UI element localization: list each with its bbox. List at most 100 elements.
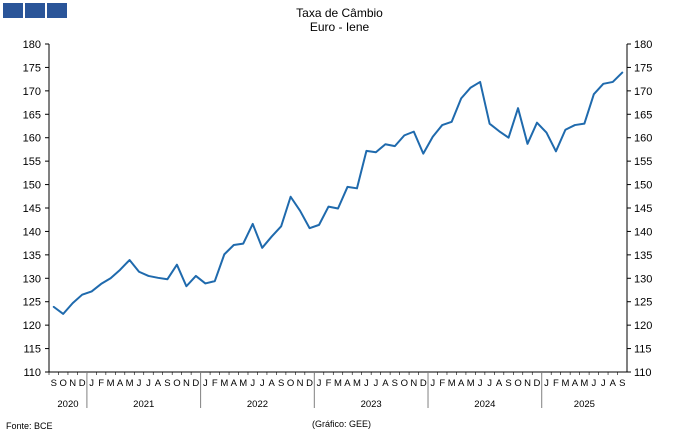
y-tick-label-left: 180 (23, 39, 41, 51)
x-month-label: N (297, 378, 304, 389)
x-month-label: D (192, 378, 199, 389)
x-month-label: O (60, 378, 67, 389)
x-month-label: M (448, 378, 456, 389)
chart-subtitle: Euro - Iene (309, 20, 370, 34)
chart-credit: (Gráfico: GEE) (312, 419, 372, 429)
x-month-label: O (173, 378, 180, 389)
y-tick-label-left: 115 (23, 344, 41, 356)
x-month-label: J (137, 378, 142, 389)
x-month-label: J (89, 378, 94, 389)
logo-block-3 (47, 3, 67, 18)
y-tick-label-right: 120 (634, 320, 652, 332)
y-tick-label-left: 140 (23, 226, 41, 238)
x-month-label: J (601, 378, 606, 389)
x-month-label: M (467, 378, 475, 389)
x-year-label: 2021 (133, 399, 154, 410)
x-month-label: O (287, 378, 294, 389)
x-month-label: S (505, 378, 511, 389)
source-note: Fonte: BCE (6, 421, 53, 431)
y-tick-label-right: 160 (634, 133, 652, 145)
x-month-label: F (98, 378, 104, 389)
x-month-label: N (69, 378, 76, 389)
x-month-label: J (250, 378, 255, 389)
x-month-label: S (278, 378, 284, 389)
x-month-label: N (183, 378, 190, 389)
series-line (52, 71, 624, 315)
y-tick-label-right: 130 (634, 273, 652, 285)
y-tick-label-left: 125 (23, 297, 41, 309)
x-month-label: M (561, 378, 569, 389)
x-month-label: J (478, 378, 483, 389)
x-month-label: F (326, 378, 332, 389)
y-tick-label-right: 155 (634, 156, 652, 168)
x-month-label: A (269, 378, 276, 389)
x-month-label: S (51, 378, 57, 389)
x-month-label: A (155, 378, 162, 389)
x-month-label: M (220, 378, 228, 389)
x-month-label: F (553, 378, 559, 389)
y-tick-label-right: 140 (634, 226, 652, 238)
x-month-label: M (239, 378, 247, 389)
x-month-label: J (364, 378, 369, 389)
x-month-label: A (117, 378, 124, 389)
y-tick-label-left: 160 (23, 133, 41, 145)
x-month-label: N (524, 378, 531, 389)
x-month-label: J (260, 378, 265, 389)
y-tick-label-right: 150 (634, 180, 652, 192)
y-tick-label-left: 170 (23, 86, 41, 98)
x-month-label: A (344, 378, 351, 389)
x-month-label: M (580, 378, 588, 389)
y-tick-label-left: 135 (23, 250, 41, 262)
x-month-label: A (610, 378, 617, 389)
x-month-label: F (212, 378, 218, 389)
x-month-label: F (439, 378, 445, 389)
x-month-label: M (107, 378, 115, 389)
logo-block-1 (3, 3, 23, 18)
x-year-label: 2022 (247, 399, 268, 410)
x-month-label: D (534, 378, 541, 389)
x-year-label: 2025 (574, 399, 595, 410)
x-month-label: D (420, 378, 427, 389)
y-tick-label-right: 170 (634, 86, 652, 98)
y-tick-label-right: 125 (634, 297, 652, 309)
chart-title: Taxa de Câmbio (296, 6, 383, 20)
x-month-label: A (572, 378, 579, 389)
x-month-label: J (487, 378, 492, 389)
y-tick-label-right: 115 (634, 344, 652, 356)
x-month-label: J (430, 378, 435, 389)
x-month-label: S (164, 378, 170, 389)
x-month-label: J (203, 378, 208, 389)
y-tick-label-left: 120 (23, 320, 41, 332)
y-tick-label-right: 175 (634, 62, 652, 74)
y-tick-label-left: 130 (23, 273, 41, 285)
x-year-label: 2024 (474, 399, 495, 410)
x-month-label: J (544, 378, 549, 389)
x-month-label: N (410, 378, 417, 389)
x-year-label: 2023 (361, 399, 382, 410)
x-month-label: A (382, 378, 389, 389)
x-month-label: A (458, 378, 465, 389)
x-month-label: S (392, 378, 398, 389)
y-tick-label-right: 110 (634, 367, 652, 379)
x-month-label: D (79, 378, 86, 389)
y-tick-label-right: 180 (634, 39, 652, 51)
y-tick-label-left: 110 (23, 367, 41, 379)
x-month-label: J (374, 378, 379, 389)
logo-block-2 (25, 3, 45, 18)
x-month-label: A (231, 378, 238, 389)
x-month-label: D (306, 378, 313, 389)
y-tick-label-right: 135 (634, 250, 652, 262)
y-tick-label-left: 155 (23, 156, 41, 168)
x-month-label: O (401, 378, 408, 389)
x-month-label: M (353, 378, 361, 389)
y-tick-label-right: 165 (634, 109, 652, 121)
y-tick-label-left: 165 (23, 109, 41, 121)
x-month-label: J (146, 378, 151, 389)
x-year-label: 2020 (57, 399, 78, 410)
x-month-label: A (496, 378, 503, 389)
x-month-label: M (126, 378, 134, 389)
x-month-label: M (334, 378, 342, 389)
x-month-label: J (317, 378, 322, 389)
y-tick-label-left: 145 (23, 203, 41, 215)
